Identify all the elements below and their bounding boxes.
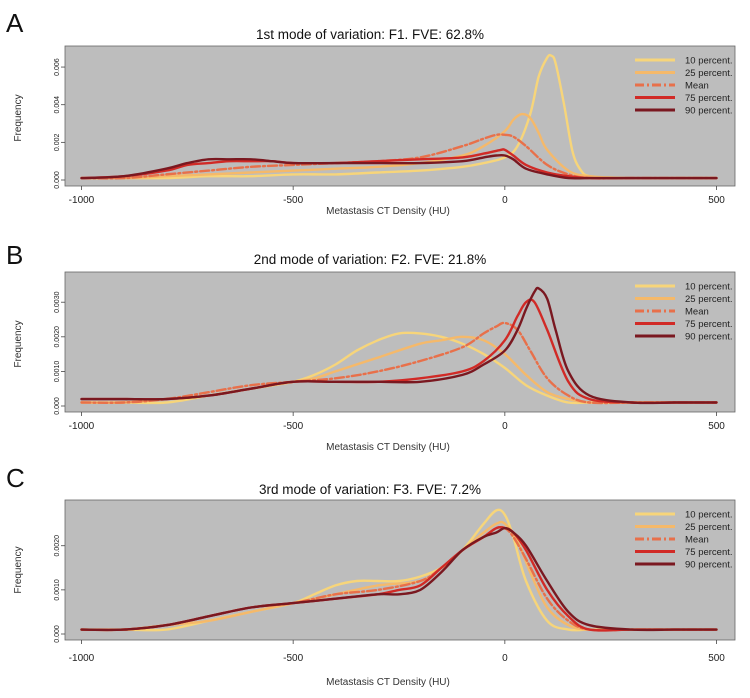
y-axis: 0.000 0.0010 0.0020 (54, 535, 65, 643)
legend-label: 75 percent. (685, 319, 733, 330)
legend-label: 75 percent. (685, 93, 733, 104)
legend-label: 25 percent. (685, 68, 733, 79)
legend-label: 90 percent. (685, 560, 733, 571)
y-tick-label: 0.000 (54, 397, 61, 415)
x-axis: -1000 -500 0 500 (69, 412, 725, 432)
y-axis: 0.000 0.002 0.004 0.006 (54, 58, 65, 189)
y-axis: 0.000 0.0010 0.0020 0.0030 (54, 291, 65, 415)
legend-label: Mean (685, 535, 709, 546)
x-tick-label: 500 (708, 195, 725, 206)
legend-label: 90 percent. (685, 106, 733, 117)
series-line-mean (80, 321, 718, 405)
series-line-25-percent (80, 112, 718, 180)
legend-label: 25 percent. (685, 294, 733, 305)
y-axis-label: Frequency (13, 320, 24, 367)
x-axis: -1000 -500 0 500 (69, 186, 725, 206)
x-tick-label: -1000 (69, 421, 95, 432)
series-group (80, 286, 718, 405)
legend-label: 75 percent. (685, 547, 733, 558)
x-tick-label: -1000 (69, 195, 95, 206)
y-axis-label: Frequency (13, 94, 24, 141)
plot-area (64, 499, 736, 641)
y-tick-label: 0.0020 (54, 535, 61, 557)
chart-title: 3rd mode of variation: F3. FVE: 7.2% (259, 482, 481, 497)
y-axis-label: Frequency (13, 546, 24, 593)
x-tick-label: -500 (283, 653, 303, 664)
panel-letter: B (6, 240, 23, 270)
legend-label: 10 percent. (685, 56, 733, 67)
y-tick-label: 0.0010 (54, 579, 61, 601)
y-tick-label: 0.000 (54, 625, 61, 643)
chart-title: 1st mode of variation: F1. FVE: 62.8% (256, 27, 484, 42)
legend-label: Mean (685, 81, 709, 92)
x-tick-label: -1000 (69, 653, 95, 664)
x-tick-label: -500 (283, 195, 303, 206)
x-axis-label: Metastasis CT Density (HU) (326, 442, 450, 453)
panel-A: A 1st mode of variation: F1. FVE: 62.8% -1… (6, 8, 736, 217)
x-tick-label: 0 (502, 421, 508, 432)
panel-B: B 2nd mode of variation: F2. FVE: 21.8% -1… (6, 240, 736, 453)
panel-letter: A (6, 8, 24, 38)
series-group (80, 53, 718, 180)
y-tick-label: 0.004 (54, 96, 61, 114)
y-tick-label: 0.0020 (54, 326, 61, 348)
legend-label: 90 percent. (685, 332, 733, 343)
series-line-25-percent (80, 520, 718, 632)
legend-label: 10 percent. (685, 282, 733, 293)
series-line-75-percent (80, 148, 718, 180)
plot-area (64, 271, 736, 413)
x-axis: -1000 -500 0 500 (69, 640, 725, 664)
legend-label: 10 percent. (685, 510, 733, 521)
y-tick-label: 0.000 (54, 171, 61, 189)
x-axis-label: Metastasis CT Density (HU) (326, 677, 450, 688)
y-tick-label: 0.006 (54, 58, 61, 76)
panel-letter: C (6, 463, 25, 493)
x-tick-label: 0 (502, 653, 508, 664)
series-line-90-percent (80, 286, 718, 405)
legend-label: Mean (685, 307, 709, 318)
x-tick-label: 0 (502, 195, 508, 206)
y-tick-label: 0.0030 (54, 291, 61, 313)
y-tick-label: 0.002 (54, 133, 61, 151)
series-group (80, 508, 718, 632)
series-line-90-percent (80, 153, 718, 180)
x-tick-label: 500 (708, 653, 725, 664)
x-axis-label: Metastasis CT Density (HU) (326, 206, 450, 217)
y-tick-label: 0.0010 (54, 361, 61, 383)
panel-C: C 3rd mode of variation: F3. FVE: 7.2% -10… (6, 463, 736, 688)
chart-title: 2nd mode of variation: F2. FVE: 21.8% (254, 252, 487, 267)
legend-label: 25 percent. (685, 522, 733, 533)
series-line-90-percent (80, 526, 718, 632)
x-tick-label: 500 (708, 421, 725, 432)
x-tick-label: -500 (283, 421, 303, 432)
